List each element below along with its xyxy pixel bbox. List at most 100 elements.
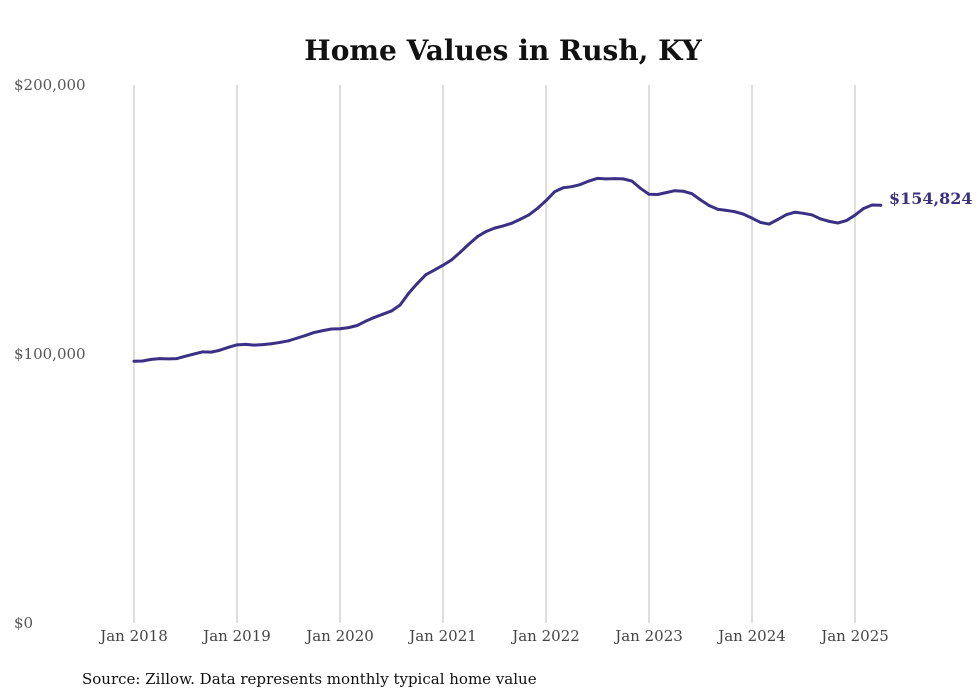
data-point xyxy=(218,348,222,352)
data-point xyxy=(158,357,162,360)
y-tick-label: $200,000 xyxy=(14,76,86,94)
data-point xyxy=(767,222,771,226)
data-point xyxy=(784,213,788,217)
data-point xyxy=(433,268,436,272)
data-point xyxy=(347,326,350,330)
data-point xyxy=(733,210,737,214)
data-point xyxy=(441,263,445,267)
data-point xyxy=(132,359,136,363)
data-point xyxy=(527,213,531,217)
series-line-0 xyxy=(132,176,883,363)
data-point xyxy=(742,212,745,216)
data-point xyxy=(561,186,565,190)
data-point xyxy=(184,354,187,358)
data-point xyxy=(802,211,805,215)
x-tick-label: Jan 2018 xyxy=(98,627,168,645)
data-point xyxy=(166,357,170,361)
source-note: Source: Zillow. Data represents monthly … xyxy=(82,670,537,688)
data-point xyxy=(201,350,205,354)
data-point xyxy=(450,258,453,262)
data-point xyxy=(578,183,582,186)
data-point xyxy=(493,226,496,230)
y-tick-label: $0 xyxy=(14,614,33,632)
data-point xyxy=(536,207,539,210)
data-point xyxy=(776,218,780,221)
data-point xyxy=(261,343,265,346)
x-tick-label: Jan 2025 xyxy=(819,627,889,645)
chart-title: Home Values in Rush, KY xyxy=(304,34,703,67)
data-point xyxy=(458,250,462,254)
x-tick-label: Jan 2023 xyxy=(613,627,683,645)
data-point xyxy=(759,221,762,224)
data-point xyxy=(381,312,385,316)
data-point xyxy=(810,213,814,217)
data-point xyxy=(510,221,514,225)
data-point xyxy=(639,186,642,190)
data-point xyxy=(295,336,299,340)
data-point xyxy=(656,193,659,196)
x-tick-label: Jan 2024 xyxy=(716,627,786,645)
data-point xyxy=(870,203,874,207)
grid-lines xyxy=(133,85,856,623)
data-point xyxy=(304,334,308,337)
data-point xyxy=(613,177,617,181)
data-point xyxy=(390,309,393,313)
data-point xyxy=(879,203,883,207)
data-point xyxy=(862,207,865,210)
data-point xyxy=(681,189,685,193)
x-tick-label: Jan 2020 xyxy=(304,627,374,645)
data-point xyxy=(716,207,720,211)
data-point xyxy=(621,177,625,181)
data-point xyxy=(596,176,599,180)
data-point xyxy=(398,303,402,307)
data-point xyxy=(355,324,359,327)
data-point xyxy=(518,217,522,221)
y-tick-label: $100,000 xyxy=(14,345,86,363)
end-value-label: $154,824 xyxy=(889,189,973,208)
data-point xyxy=(673,189,677,193)
y-axis-ticks: $0 $100,000 $200,000 xyxy=(14,76,86,632)
data-point xyxy=(690,192,694,196)
data-point xyxy=(192,352,196,356)
data-point xyxy=(269,342,273,346)
data-point xyxy=(141,359,144,363)
x-axis-ticks: Jan 2018 Jan 2019 Jan 2020 Jan 2021 Jan 2022… xyxy=(98,627,889,645)
data-point xyxy=(372,316,376,319)
data-point xyxy=(819,217,823,221)
data-point xyxy=(647,192,651,196)
x-tick-label: Jan 2019 xyxy=(201,627,271,645)
data-point xyxy=(827,219,831,223)
data-point xyxy=(364,319,368,323)
data-point xyxy=(321,329,325,332)
data-point xyxy=(227,345,230,349)
data-point xyxy=(553,190,556,194)
data-point xyxy=(209,350,213,354)
x-tick-label: Jan 2022 xyxy=(510,627,580,645)
data-point xyxy=(853,213,857,217)
data-point xyxy=(724,208,728,212)
data-point xyxy=(252,343,256,347)
data-point xyxy=(287,339,290,343)
data-point xyxy=(750,216,754,220)
x-tick-label: Jan 2021 xyxy=(407,627,477,645)
data-point xyxy=(587,179,591,183)
data-point xyxy=(235,343,239,347)
data-point xyxy=(338,327,342,331)
data-point xyxy=(664,191,668,195)
data-point xyxy=(424,273,428,277)
data-point xyxy=(845,219,848,222)
data-point xyxy=(312,331,316,334)
data-point xyxy=(244,342,247,346)
data-point xyxy=(793,210,797,214)
data-point xyxy=(330,327,333,331)
series-layer xyxy=(132,176,883,363)
data-point xyxy=(707,204,711,207)
data-point xyxy=(475,235,479,239)
data-point xyxy=(278,341,282,344)
data-point xyxy=(836,221,840,225)
data-point xyxy=(415,282,419,285)
data-point xyxy=(544,199,548,203)
data-point xyxy=(149,357,153,361)
data-point xyxy=(501,224,505,228)
